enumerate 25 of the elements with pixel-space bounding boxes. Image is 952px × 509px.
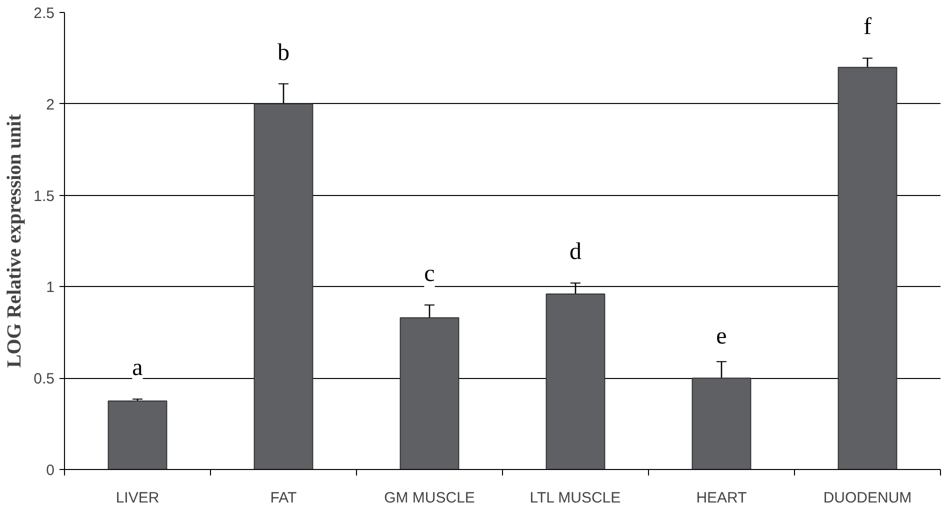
bar <box>838 66 898 470</box>
annotation: c <box>424 260 435 287</box>
x-tick-label: LTL MUSCLE <box>530 490 621 506</box>
bar <box>108 400 168 470</box>
annotation: b <box>278 40 290 66</box>
y-tick-label: 1.5 <box>34 188 55 205</box>
bar <box>400 317 460 470</box>
x-tick-label: FAT <box>270 490 297 506</box>
y-axis-title: LOG Relative expression unit <box>4 114 26 368</box>
y-tick-label: 2 <box>46 96 54 114</box>
x-tick-label: LIVER <box>116 490 160 506</box>
annotation: d <box>570 239 582 266</box>
y-tick-label: 0 <box>46 462 54 479</box>
y-tick-label: 1 <box>46 279 54 296</box>
annotation: f <box>864 14 872 40</box>
x-tick-label: HEART <box>696 490 747 506</box>
y-tick-label: 2.5 <box>34 5 55 22</box>
x-tick-label: DUODENUM <box>823 490 912 506</box>
annotation: e <box>716 324 727 350</box>
bar <box>254 103 314 470</box>
y-tick-label: 0.5 <box>34 370 55 388</box>
bar <box>692 378 752 470</box>
bar <box>546 294 606 470</box>
x-tick-label: GM MUSCLE <box>384 490 475 506</box>
annotation: a <box>132 355 144 382</box>
